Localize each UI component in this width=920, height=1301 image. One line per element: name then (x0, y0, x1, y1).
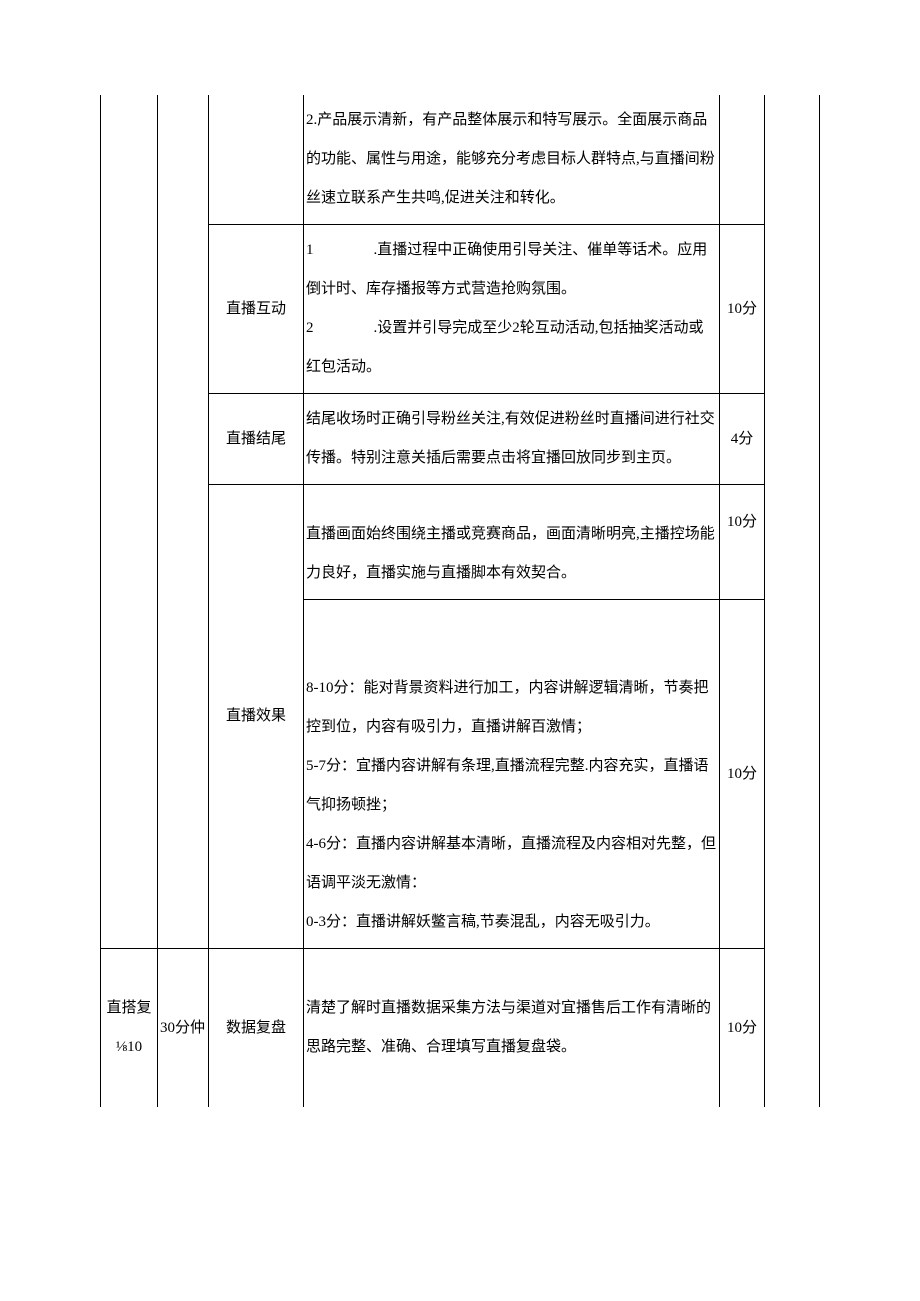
score-text: 4分 (731, 431, 754, 447)
score-cell: 10分 (720, 485, 765, 600)
score-cell: 10分 (720, 600, 765, 949)
description-text: 清楚了解时直播数据采集方法与渠道对宜播售后工作有清晰的思路完整、准确、合理填写直… (306, 1000, 711, 1055)
description-cell: 1.直播过程中正确使用引导关注、催单等话术。应用倒计时、库存播报等方式营造抢购氛… (304, 225, 720, 394)
score-text: 10分 (727, 514, 757, 530)
score-text: 10分 (727, 766, 757, 782)
score-cell: 10分 (720, 225, 765, 394)
time-text: 30分仲 (160, 1020, 205, 1036)
description-text: 结尾收场时正确引导粉丝关注,有效促进粉丝时直播间进行社交传播。特别注意关插后需要… (306, 411, 715, 466)
time-cell (158, 95, 209, 949)
description-cell: 2.产品展示清新，有产品整体展示和特写展示。全面展示商品的功能、属性与用途，能够… (304, 95, 720, 225)
table-row: 直播互动 1.直播过程中正确使用引导关注、催单等话术。应用倒计时、库存播报等方式… (101, 225, 820, 394)
description-cell: 清楚了解时直播数据采集方法与渠道对宜播售后工作有清晰的思路完整、准确、合理填写直… (304, 949, 720, 1108)
rubric-table: 2.产品展示清新，有产品整体展示和特写展示。全面展示商品的功能、属性与用途，能够… (100, 95, 820, 1107)
score-cell (720, 95, 765, 225)
description-cell: 8-10分：能对背景资料进行加工，内容讲解逻辑清晰，节奏把控到位，内容有吸引力，… (304, 600, 720, 949)
subitem-cell: 数据复盘 (209, 949, 304, 1108)
subitem-text: 数据复盘 (226, 1020, 286, 1036)
description-text: 8-10分：能对背景资料进行加工，内容讲解逻辑清晰，节奏把控到位，内容有吸引力，… (306, 680, 716, 930)
subitem-cell (209, 95, 304, 225)
score-text: 10分 (727, 301, 757, 317)
subitem-text: 直播效果 (226, 708, 286, 724)
category-text: 直搭复⅛10 (106, 1000, 151, 1055)
subitem-cell: 直播效果 (209, 485, 304, 949)
description-text: 2.产品展示清新，有产品整体展示和特写展示。全面展示商品的功能、属性与用途，能够… (306, 112, 715, 206)
num-label: 2 (306, 320, 314, 336)
blank-cell (765, 95, 820, 1107)
num-label: 1 (306, 242, 314, 258)
subitem-text: 直播结尾 (226, 431, 286, 447)
category-cell: 直搭复⅛10 (101, 949, 158, 1108)
description-cell: 结尾收场时正确引导粉丝关注,有效促进粉丝时直播间进行社交传播。特别注意关插后需要… (304, 394, 720, 485)
description-text: 直播画面始终围绕主播或竞赛商品，画面清晰明亮,主播控场能力良好，直播实施与直播脚… (306, 526, 715, 581)
desc-part: .直播过程中正确使用引导关注、催单等话术。应用倒计时、库存播报等方式营造抢购氛围… (306, 242, 707, 297)
subitem-cell: 直播结尾 (209, 394, 304, 485)
score-text: 10分 (727, 1020, 757, 1036)
score-cell: 4分 (720, 394, 765, 485)
category-cell (101, 95, 158, 949)
document-page: 2.产品展示清新，有产品整体展示和特写展示。全面展示商品的功能、属性与用途，能够… (0, 0, 920, 1167)
table-row: 直播结尾 结尾收场时正确引导粉丝关注,有效促进粉丝时直播间进行社交传播。特别注意… (101, 394, 820, 485)
description-cell: 直播画面始终围绕主播或竞赛商品，画面清晰明亮,主播控场能力良好，直播实施与直播脚… (304, 485, 720, 600)
table-row: 2.产品展示清新，有产品整体展示和特写展示。全面展示商品的功能、属性与用途，能够… (101, 95, 820, 225)
time-cell: 30分仲 (158, 949, 209, 1108)
subitem-cell: 直播互动 (209, 225, 304, 394)
score-cell: 10分 (720, 949, 765, 1108)
table-row: 直搭复⅛10 30分仲 数据复盘 清楚了解时直播数据采集方法与渠道对宜播售后工作… (101, 949, 820, 1108)
desc-part: .设置并引导完成至少2轮互动活动,包括抽奖活动或红包活动。 (306, 320, 704, 375)
subitem-text: 直播互动 (226, 301, 286, 317)
table-row: 直播效果 直播画面始终围绕主播或竞赛商品，画面清晰明亮,主播控场能力良好，直播实… (101, 485, 820, 600)
